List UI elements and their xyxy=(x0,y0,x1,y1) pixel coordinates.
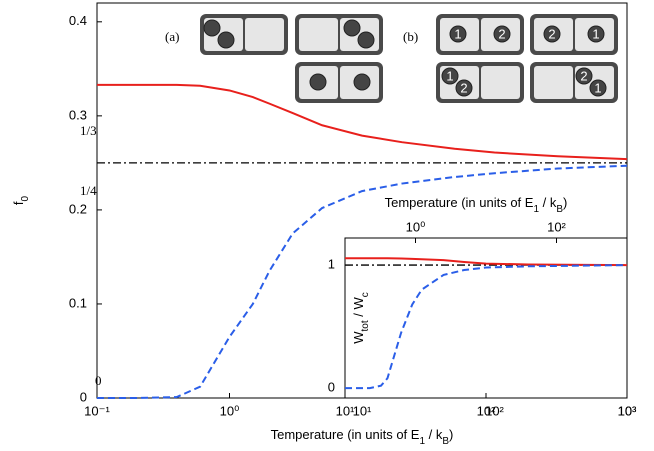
particle xyxy=(575,67,593,85)
y-axis-label-part: tot xyxy=(360,320,371,331)
x-tick-label: 10⁰ xyxy=(220,403,240,418)
particle-label: 2 xyxy=(498,26,505,41)
zero-label: 0 xyxy=(95,373,102,388)
y-tick-label: 0.1 xyxy=(69,295,87,310)
x2-axis-label: Temperature (in units of E1 / kB) xyxy=(385,195,568,215)
particle xyxy=(309,73,327,91)
y-axis-label: Wtot / Wc xyxy=(351,292,371,344)
y-axis-label: f0 xyxy=(11,195,31,205)
particle-label: 2 xyxy=(460,80,467,95)
x-tick-label: 10² xyxy=(485,403,504,418)
particle-label: 1 xyxy=(594,80,601,95)
x2-axis-label-part: ) xyxy=(563,195,567,210)
series-line xyxy=(345,264,628,390)
y-axis-label-part: W xyxy=(351,331,366,344)
box-cell xyxy=(299,18,338,51)
particle xyxy=(357,31,375,49)
x2-axis-label-part: Temperature (in units of E xyxy=(385,195,534,210)
particle xyxy=(203,19,221,37)
x-axis-label-part: 1 xyxy=(419,436,425,447)
x2-axis-label-part: / k xyxy=(539,195,557,210)
x-axis-label: Temperature (in units of E1 / kB) xyxy=(271,427,454,447)
x-tick-label: 10² xyxy=(477,403,496,418)
x-tick-label: 10¹ xyxy=(336,403,355,418)
series-line xyxy=(97,164,628,399)
x2-axis-label-part: B xyxy=(556,204,563,215)
particle xyxy=(455,79,473,97)
y-axis-label-part: / W xyxy=(351,297,366,321)
y-axis-label-part: 0 xyxy=(20,195,31,201)
y-tick-label: 0.4 xyxy=(69,13,87,28)
plot-frame xyxy=(344,237,628,399)
panel-label: (b) xyxy=(403,29,418,44)
x-tick-label: 10⁻¹ xyxy=(84,403,110,418)
series-line xyxy=(97,83,628,161)
y-axis-label-part: c xyxy=(360,292,371,297)
particle xyxy=(589,79,607,97)
particle-label: 1 xyxy=(592,26,599,41)
particle xyxy=(449,25,467,43)
x2-tick-label: 10² xyxy=(547,219,566,234)
x-tick-label: 10³ xyxy=(618,403,637,418)
panel-label: (a) xyxy=(165,29,179,44)
x-axis-label-part: Temperature (in units of E xyxy=(271,427,420,442)
particle xyxy=(343,19,361,37)
particle-label: 2 xyxy=(580,68,587,83)
y-tick-label: 1 xyxy=(328,257,335,272)
box-cell xyxy=(534,66,573,99)
x2-tick-label: 10⁰ xyxy=(406,219,426,234)
series-line xyxy=(345,257,628,267)
y-tick-label: 0.2 xyxy=(69,201,87,216)
x-tick-label: 10¹ xyxy=(353,403,372,418)
fraction-label: 1/4 xyxy=(80,183,97,198)
particle xyxy=(441,67,459,85)
particle-label: 1 xyxy=(446,68,453,83)
x-axis-label-part: / k xyxy=(425,427,443,442)
x-tick-label: 10³ xyxy=(618,403,637,418)
box-cell xyxy=(481,66,520,99)
y-tick-label: 0 xyxy=(80,389,87,404)
x-axis-label-part: B xyxy=(442,436,449,447)
particle xyxy=(353,73,371,91)
y-axis-label-part: f xyxy=(11,201,26,205)
particle xyxy=(543,25,561,43)
particle-label: 2 xyxy=(548,26,555,41)
box-cell xyxy=(245,18,284,51)
fraction-label: 1/3 xyxy=(80,123,97,138)
y-tick-label: 0 xyxy=(328,380,335,395)
particle xyxy=(493,25,511,43)
x2-axis-label-part: 1 xyxy=(533,204,539,215)
particle xyxy=(217,31,235,49)
particle xyxy=(587,25,605,43)
particle-label: 1 xyxy=(454,26,461,41)
x-axis-label-part: ) xyxy=(449,427,453,442)
y-tick-label: 0.3 xyxy=(69,107,87,122)
